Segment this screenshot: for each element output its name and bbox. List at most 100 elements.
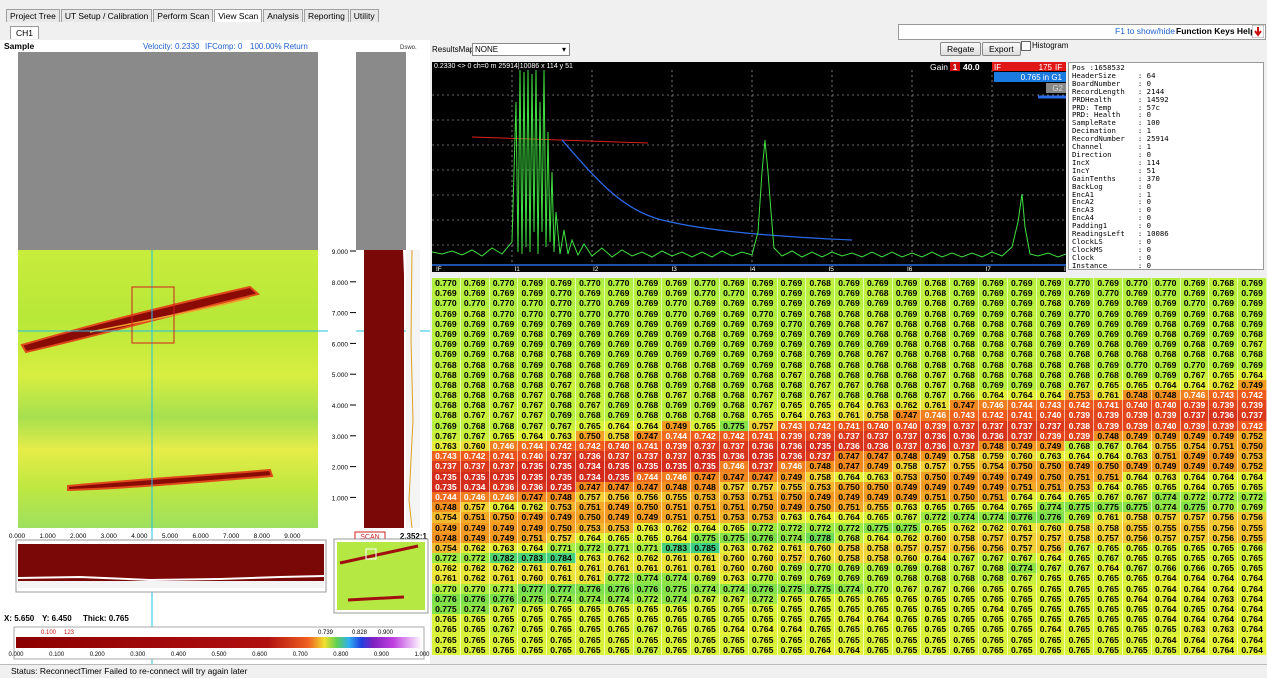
grid-cell: 0.765 — [1238, 563, 1267, 574]
grid-cell: 0.767 — [921, 369, 951, 380]
info-line: EncA3 : 0 — [1072, 205, 1152, 215]
grid-cell: 0.769 — [604, 410, 634, 421]
histogram-label[interactable]: Histogram — [1032, 41, 1069, 50]
gate-marker: I2 — [593, 266, 599, 272]
grid-cell: 0.764 — [1238, 583, 1267, 594]
grid-cell: 0.753 — [892, 471, 922, 482]
grid-cell: 0.761 — [662, 563, 692, 574]
grid-cell: 0.765 — [1036, 644, 1066, 655]
gate-marker: I1 — [515, 266, 521, 272]
grid-cell: 0.768 — [1007, 308, 1037, 319]
grid-cell: 0.735 — [806, 441, 836, 452]
info-line: EncA1 : 1 — [1072, 189, 1152, 199]
grid-cell: 0.769 — [1123, 369, 1152, 380]
grid-cell: 0.767 — [1065, 542, 1095, 554]
grid-cell: 0.764 — [1123, 441, 1152, 452]
tab[interactable]: Utility — [349, 9, 379, 22]
grid-cell: 0.768 — [835, 390, 864, 401]
grid-cell: 0.766 — [1238, 542, 1267, 554]
histogram-checkbox[interactable] — [1021, 41, 1031, 51]
grid-cell: 0.765 — [1065, 491, 1095, 503]
grid-cell: 0.753 — [1238, 451, 1267, 462]
grid-cell: 0.737 — [719, 441, 749, 452]
grid-cell: 0.767 — [518, 390, 548, 401]
grid-cell: 0.768 — [691, 328, 720, 340]
grid-cell: 0.774 — [719, 583, 749, 594]
grid-cell: 0.744 — [633, 471, 663, 482]
grid-cell: 0.746 — [489, 491, 519, 503]
grid-cell: 0.768 — [863, 328, 893, 340]
grid-cell: 0.756 — [1036, 542, 1066, 554]
grid-cell: 0.775 — [1065, 502, 1095, 513]
grid-cell: 0.768 — [806, 308, 836, 319]
grid-cell: 0.770 — [863, 583, 893, 594]
grid-cell: 0.765 — [921, 614, 951, 625]
grid-cell: 0.764 — [1151, 593, 1181, 605]
scan-label[interactable]: SCAN — [360, 534, 379, 541]
tab[interactable]: View Scan — [214, 9, 263, 22]
grid-cell: 0.769 — [1094, 298, 1124, 309]
gate-marker: IF — [436, 266, 442, 272]
grid-cell: 0.749 — [662, 420, 692, 431]
grid-cell: 0.757 — [777, 553, 807, 564]
grid-cell: 0.764 — [806, 512, 836, 523]
grid-cell: 0.735 — [604, 471, 634, 482]
grid-cell: 0.758 — [892, 461, 922, 472]
help-label[interactable]: Function Keys Help — [1176, 26, 1256, 36]
tab[interactable]: Reporting — [303, 9, 349, 22]
readout-y: Y: 6.450 — [42, 614, 72, 623]
grid-cell: 0.769 — [1065, 328, 1095, 340]
grid-cell: 0.769 — [979, 278, 1008, 289]
grid-cell: 0.767 — [921, 379, 951, 391]
grid-cell: 0.765 — [1209, 553, 1239, 564]
grid-cell: 0.749 — [1123, 461, 1152, 472]
results-select[interactable]: NONE ▾ — [472, 43, 570, 56]
grid-cell: 0.769 — [863, 573, 893, 584]
tab[interactable]: UT Setup / Calibration — [60, 9, 153, 22]
grid-cell: 0.769 — [1238, 502, 1267, 513]
grid-cell: 0.768 — [892, 328, 922, 340]
grid-cell: 0.749 — [518, 512, 548, 523]
grid-cell: 0.761 — [633, 563, 663, 574]
grid-cell: 0.768 — [892, 318, 922, 329]
tab[interactable]: Perform Scan — [153, 9, 214, 22]
help-icon[interactable] — [1252, 25, 1264, 38]
tab[interactable]: Project Tree — [6, 9, 60, 22]
grid-cell: 0.742 — [1238, 390, 1267, 401]
grid-cell: 0.764 — [1238, 634, 1267, 645]
grid-cell: 0.755 — [950, 461, 980, 472]
grid-cell: 0.764 — [1180, 379, 1210, 391]
grid-cell: 0.760 — [719, 553, 749, 564]
channel-tab[interactable]: CH1 — [10, 26, 40, 39]
grid-cell: 0.769 — [1151, 308, 1181, 319]
grid-cell: 0.774 — [460, 604, 490, 615]
grid-cell: 0.762 — [489, 563, 519, 574]
grid-cell: 0.765 — [1123, 604, 1152, 615]
grid-cell: 0.748 — [892, 451, 922, 462]
grid-cell: 0.737 — [1007, 420, 1037, 431]
tab[interactable]: Analysis — [263, 9, 303, 22]
grid-cell: 0.764 — [1238, 573, 1267, 584]
grid-cell: 0.763 — [432, 441, 461, 452]
grid-cell: 0.765 — [662, 604, 692, 615]
grid-cell: 0.764 — [979, 390, 1008, 401]
grid-cell: 0.757 — [979, 532, 1008, 543]
grid-cell: 0.771 — [633, 542, 663, 554]
grid-cell: 0.758 — [863, 553, 893, 564]
grid-cell: 0.749 — [1151, 461, 1181, 472]
grid-cell: 0.757 — [1094, 532, 1124, 543]
grid-cell: 0.739 — [1065, 410, 1095, 421]
grid-cell: 0.765 — [1065, 624, 1095, 635]
grid-cell: 0.765 — [777, 634, 807, 645]
grid-cell: 0.751 — [835, 502, 864, 513]
grid-cell: 0.769 — [719, 339, 749, 350]
grid-cell: 0.768 — [1094, 369, 1124, 380]
regate-button[interactable]: Regate — [940, 42, 982, 56]
grid-cell: 0.767 — [460, 430, 490, 442]
gate2-readout: G2 — [1052, 84, 1063, 93]
grid-cell: 0.749 — [1180, 430, 1210, 442]
grid-cell: 0.769 — [633, 298, 663, 309]
export-button[interactable]: Export — [982, 42, 1021, 56]
grid-cell: 0.775 — [662, 583, 692, 594]
grid-cell: 0.765 — [432, 614, 461, 625]
